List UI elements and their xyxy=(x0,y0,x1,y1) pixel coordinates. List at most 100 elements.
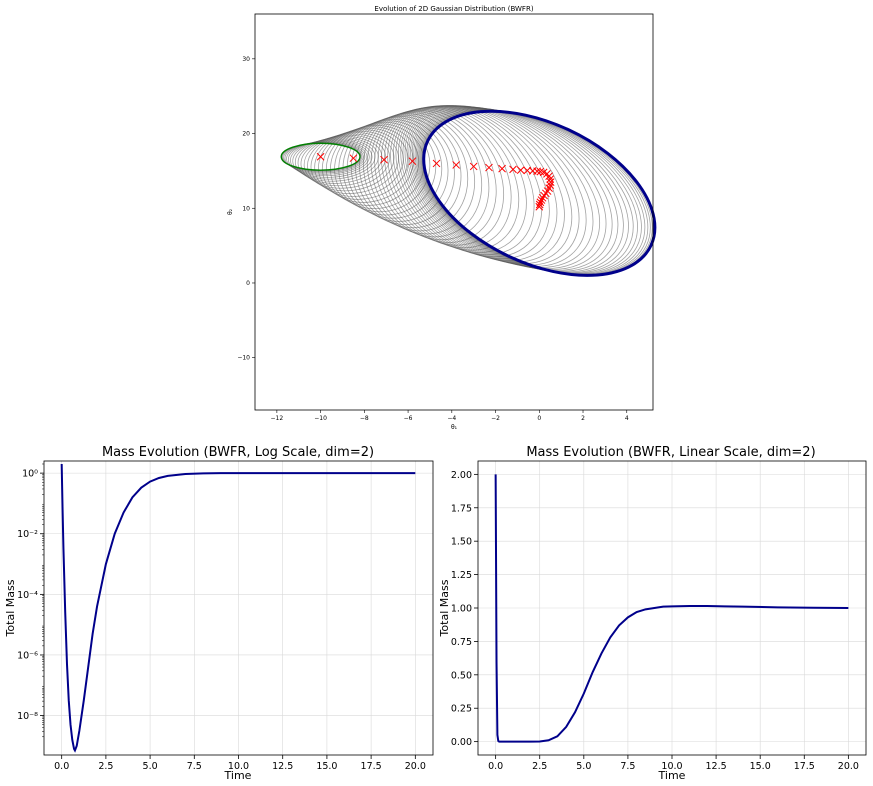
log-chart-xticks: 0.0 2.5 5.0 7.5 10.0 12.5 15.0 17.5 20.0 xyxy=(54,755,426,772)
ellipse-contour xyxy=(400,105,565,263)
x-tick-label: 15.0 xyxy=(316,761,337,772)
x-tick-label: −6 xyxy=(404,415,413,422)
x-tick-label: 12.5 xyxy=(272,761,293,772)
log-mass-chart: Mass Evolution (BWFR, Log Scale, dim=2) … xyxy=(4,445,434,782)
x-tick-label: 4 xyxy=(625,415,629,422)
log-chart-yticks: 10⁰ 10⁻² 10⁻⁴ 10⁻⁶ 10⁻⁸ xyxy=(17,463,44,738)
y-tick-label: 1.75 xyxy=(451,503,472,514)
y-tick-label: 30 xyxy=(242,56,250,63)
linear-chart-title: Mass Evolution (BWFR, Linear Scale, dim=… xyxy=(526,445,815,460)
ellipse-contour xyxy=(381,107,512,249)
log-chart-xlabel: Time xyxy=(224,769,252,782)
ellipse-contour xyxy=(419,109,638,275)
mean-marker xyxy=(516,166,525,175)
ellipse-contour xyxy=(290,139,373,178)
mean-marker xyxy=(452,161,461,169)
ellipse-contour xyxy=(284,141,366,174)
ellipse-chart-title: Evolution of 2D Gaussian Distribution (B… xyxy=(374,5,533,13)
x-tick-label: 15.0 xyxy=(750,761,771,772)
x-tick-label: 7.5 xyxy=(187,761,202,772)
ellipse-chart-yticks: −10 0 10 20 30 xyxy=(237,56,255,362)
x-tick-label: −10 xyxy=(314,415,327,422)
x-tick-label: 17.5 xyxy=(361,761,382,772)
final-ellipse-contour xyxy=(422,109,657,277)
x-tick-label: 10.0 xyxy=(661,761,682,772)
x-tick-label: 2.5 xyxy=(98,761,113,772)
x-tick-label: 17.5 xyxy=(794,761,815,772)
x-tick-label: 12.5 xyxy=(706,761,727,772)
x-tick-label: 0 xyxy=(537,415,541,422)
ellipse-contour xyxy=(418,108,634,274)
ellipse-chart-xlabel: θ₁ xyxy=(451,424,458,431)
y-tick-label: 10⁻⁴ xyxy=(17,590,38,601)
y-tick-label: 10⁰ xyxy=(22,469,38,480)
log-mass-line xyxy=(60,464,416,753)
ellipse-contour xyxy=(387,106,527,253)
x-tick-label: 0.0 xyxy=(488,761,503,772)
mean-marker xyxy=(485,163,493,172)
ellipse-chart-frame xyxy=(254,13,654,411)
log-chart-title: Mass Evolution (BWFR, Log Scale, dim=2) xyxy=(102,445,374,460)
linear-chart-xticks: 0.0 2.5 5.0 7.5 10.0 12.5 15.0 17.5 20.0 xyxy=(488,755,859,772)
ellipse-contour xyxy=(384,106,520,251)
x-tick-label: −4 xyxy=(447,415,456,422)
ellipse-contour xyxy=(417,108,629,274)
mean-marker xyxy=(509,165,517,174)
x-tick-label: 7.5 xyxy=(620,761,635,772)
ellipse-contour xyxy=(374,108,497,243)
mean-marker xyxy=(380,155,388,164)
ellipse-contour xyxy=(408,105,594,269)
x-tick-label: 5.0 xyxy=(576,761,591,772)
mean-marker xyxy=(535,202,544,211)
x-tick-label: −8 xyxy=(360,415,369,422)
ellipse-contour xyxy=(395,105,550,260)
mean-marker xyxy=(432,159,441,168)
mean-marker xyxy=(535,200,544,209)
final-ellipse xyxy=(422,109,657,277)
mean-marker xyxy=(546,175,555,183)
mean-marker xyxy=(538,193,547,202)
y-tick-label: 20 xyxy=(242,131,250,138)
x-tick-label: 2.5 xyxy=(532,761,547,772)
ellipse-contour xyxy=(404,105,580,266)
y-tick-label: 0.75 xyxy=(451,637,472,648)
linear-chart-yticks: 0.00 0.25 0.50 0.75 1.00 1.25 1.50 1.75 2.00 xyxy=(451,470,478,748)
mean-marker xyxy=(540,191,548,200)
ellipse-contour xyxy=(390,105,535,256)
log-chart-grid xyxy=(44,461,433,755)
ellipse-contour xyxy=(413,106,613,271)
mean-marker xyxy=(316,152,325,161)
ellipse-contour xyxy=(346,117,449,222)
y-tick-label: 0.25 xyxy=(451,704,472,715)
log-chart-ylabel: Total Mass xyxy=(4,579,17,637)
y-tick-label: 10⁻⁸ xyxy=(17,711,38,722)
x-tick-label: 0.0 xyxy=(54,761,69,772)
mean-marker xyxy=(546,178,555,186)
x-tick-label: 20.0 xyxy=(405,761,426,772)
linear-chart-xlabel: Time xyxy=(658,769,686,782)
y-tick-label: 1.25 xyxy=(451,570,472,581)
y-tick-label: 1.00 xyxy=(451,604,472,615)
x-tick-label: −12 xyxy=(271,415,284,422)
y-tick-label: −10 xyxy=(237,355,250,362)
ellipse-contour xyxy=(397,105,558,261)
ellipse-contour xyxy=(402,105,573,265)
ellipse-contour xyxy=(410,106,601,270)
linear-chart-ylabel: Total Mass xyxy=(438,579,451,637)
y-tick-label: 10⁻² xyxy=(17,529,38,540)
ellipse-contour xyxy=(416,107,624,273)
ellipse-contour xyxy=(411,106,607,271)
linear-mass-chart: Mass Evolution (BWFR, Linear Scale, dim=… xyxy=(438,445,867,782)
x-tick-label: 2 xyxy=(581,415,585,422)
initial-ellipse xyxy=(280,142,361,171)
linear-mass-line xyxy=(494,474,849,743)
ellipse-chart: Evolution of 2D Gaussian Distribution (B… xyxy=(227,5,657,431)
mean-trajectory-markers xyxy=(316,152,555,211)
x-tick-label: −2 xyxy=(491,415,500,422)
x-tick-label: 20.0 xyxy=(838,761,859,772)
y-tick-label: 2.00 xyxy=(451,470,472,481)
mean-marker xyxy=(533,167,541,176)
mean-marker xyxy=(537,196,546,204)
ellipse-contour xyxy=(377,108,505,246)
